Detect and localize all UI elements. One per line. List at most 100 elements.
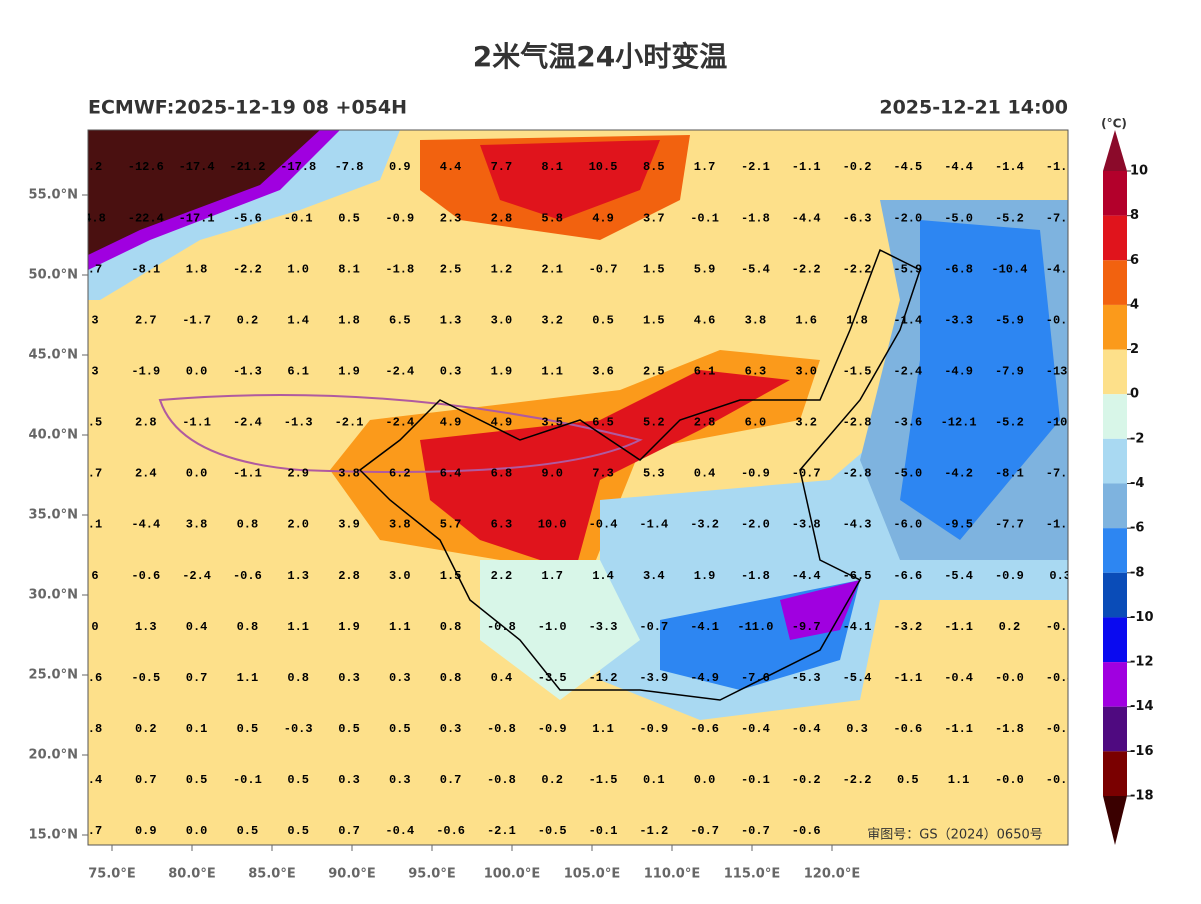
grid-value: .1 — [88, 518, 102, 532]
grid-value: -7.8 — [335, 160, 364, 174]
grid-value: 2.8 — [491, 211, 513, 225]
grid-value: 8.1 — [338, 262, 360, 276]
grid-value: .4 — [88, 773, 102, 787]
grid-value: 6.1 — [287, 364, 309, 378]
grid-value: -4.4 — [131, 518, 160, 532]
grid-value: -0.9 — [385, 211, 414, 225]
grid-value: -1.8 — [995, 722, 1024, 736]
grid-value: -2.1 — [741, 160, 770, 174]
grid-value: 0.5 — [592, 313, 614, 327]
grid-value: 1.8 — [846, 313, 868, 327]
colorbar-label: -8 — [1130, 565, 1144, 580]
grid-value: -9.7 — [792, 620, 821, 634]
lon-label: 110.0°E — [644, 867, 701, 882]
grid-value: 0.8 — [287, 671, 309, 685]
grid-value: -1.5 — [589, 773, 618, 787]
colorbar-label: 0 — [1130, 387, 1139, 402]
grid-value: 6.0 — [745, 416, 767, 430]
colorbar-swatch — [1103, 260, 1127, 305]
grid-value: 6.2 — [389, 467, 411, 481]
grid-value: -4.4 — [792, 569, 821, 583]
grid-value: -7.6 — [741, 671, 770, 685]
grid-value: -0.7 — [741, 824, 770, 838]
grid-value: -2.4 — [385, 364, 414, 378]
grid-value: 4.9 — [491, 416, 513, 430]
grid-value: -1.1 — [792, 160, 821, 174]
grid-value: -4.2 — [944, 467, 973, 481]
grid-value: 8.5 — [643, 160, 665, 174]
region — [88, 130, 320, 255]
grid-value: -0.7 — [639, 620, 668, 634]
grid-value: -0.7 — [1046, 773, 1075, 787]
run-info: ECMWF:2025-12-19 08 +054H — [88, 97, 407, 119]
grid-value: 1.9 — [338, 364, 360, 378]
grid-value: -3.3 — [589, 620, 618, 634]
grid-value: 5.2 — [643, 416, 665, 430]
grid-value: 10.0 — [538, 518, 567, 532]
border — [358, 248, 921, 701]
colorbar-swatch — [1103, 572, 1127, 618]
grid-value: 1.5 — [643, 313, 665, 327]
grid-value: -0.0 — [995, 773, 1024, 787]
grid-value: 0.5 — [237, 824, 259, 838]
grid-value: -7.1 — [1046, 467, 1075, 481]
grid-value: 0.9 — [135, 824, 157, 838]
grid-value: -4.5 — [893, 160, 922, 174]
colorbar-swatch — [1103, 304, 1127, 350]
grid-value: -2.2 — [233, 262, 262, 276]
grid-value: 0.0 — [186, 824, 208, 838]
grid-value: -0.6 — [792, 824, 821, 838]
grid-value: 0.7 — [338, 824, 360, 838]
grid-value: 3 — [91, 364, 98, 378]
grid-value: 0.5 — [186, 773, 208, 787]
grid-value: 6.4 — [440, 467, 462, 481]
grid-value: 3.8 — [389, 518, 411, 532]
grid-value: -1.4 — [639, 518, 668, 532]
grid-value: 4.9 — [440, 416, 462, 430]
grid-value: -2.8 — [843, 416, 872, 430]
grid-value: -1.8 — [741, 569, 770, 583]
grid-value: -10.4 — [991, 262, 1027, 276]
grid-value: 0.2 — [237, 313, 259, 327]
grid-value: -0.4 — [741, 722, 770, 736]
grid-value: -2.2 — [843, 262, 872, 276]
grid-value: 1.1 — [541, 364, 563, 378]
grid-value: -9.5 — [944, 518, 973, 532]
grid-value: 0.2 — [541, 773, 563, 787]
grid-value: -1.4 — [995, 160, 1024, 174]
grid-value: 2.7 — [135, 313, 157, 327]
grid-value: 2.8 — [338, 569, 360, 583]
grid-value: -13. — [1046, 364, 1075, 378]
colorbar-swatch — [1103, 617, 1127, 663]
grid-value: -1.1 — [233, 467, 262, 481]
grid-value: 2.5 — [643, 364, 665, 378]
grid-value: -7.8 — [1046, 211, 1075, 225]
grid-value: -8.1 — [131, 262, 160, 276]
colorbar-label: -6 — [1130, 521, 1144, 536]
grid-value: .7 — [88, 467, 102, 481]
grid-value: 3.0 — [389, 569, 411, 583]
grid-value: -0.3 — [284, 722, 313, 736]
grid-value: -12.1 — [941, 416, 977, 430]
grid-value: -4.9 — [944, 364, 973, 378]
grid-value: 0.9 — [389, 160, 411, 174]
grid-value: -5.6 — [233, 211, 262, 225]
colorbar-label: -12 — [1130, 655, 1154, 670]
colorbar-label: 6 — [1130, 253, 1139, 268]
grid-value: .5 — [88, 416, 102, 430]
colorbar-label: 2 — [1130, 342, 1139, 357]
grid-value: -6.5 — [843, 569, 872, 583]
region — [480, 560, 640, 700]
grid-value: -1.8 — [741, 211, 770, 225]
grid-value: -0.7 — [589, 262, 618, 276]
grid-value: -0.2 — [843, 160, 872, 174]
grid-value: 0.0 — [694, 773, 716, 787]
grid-value: -3.3 — [944, 313, 973, 327]
grid-value: -0.7 — [690, 824, 719, 838]
grid-value: 4.9 — [592, 211, 614, 225]
grid-value: 0.0 — [186, 467, 208, 481]
lat-label: 15.0°N — [29, 828, 78, 843]
grid-value: 0.5 — [287, 773, 309, 787]
colorbar-label: 8 — [1130, 208, 1139, 223]
colorbar-swatch — [1103, 751, 1127, 796]
